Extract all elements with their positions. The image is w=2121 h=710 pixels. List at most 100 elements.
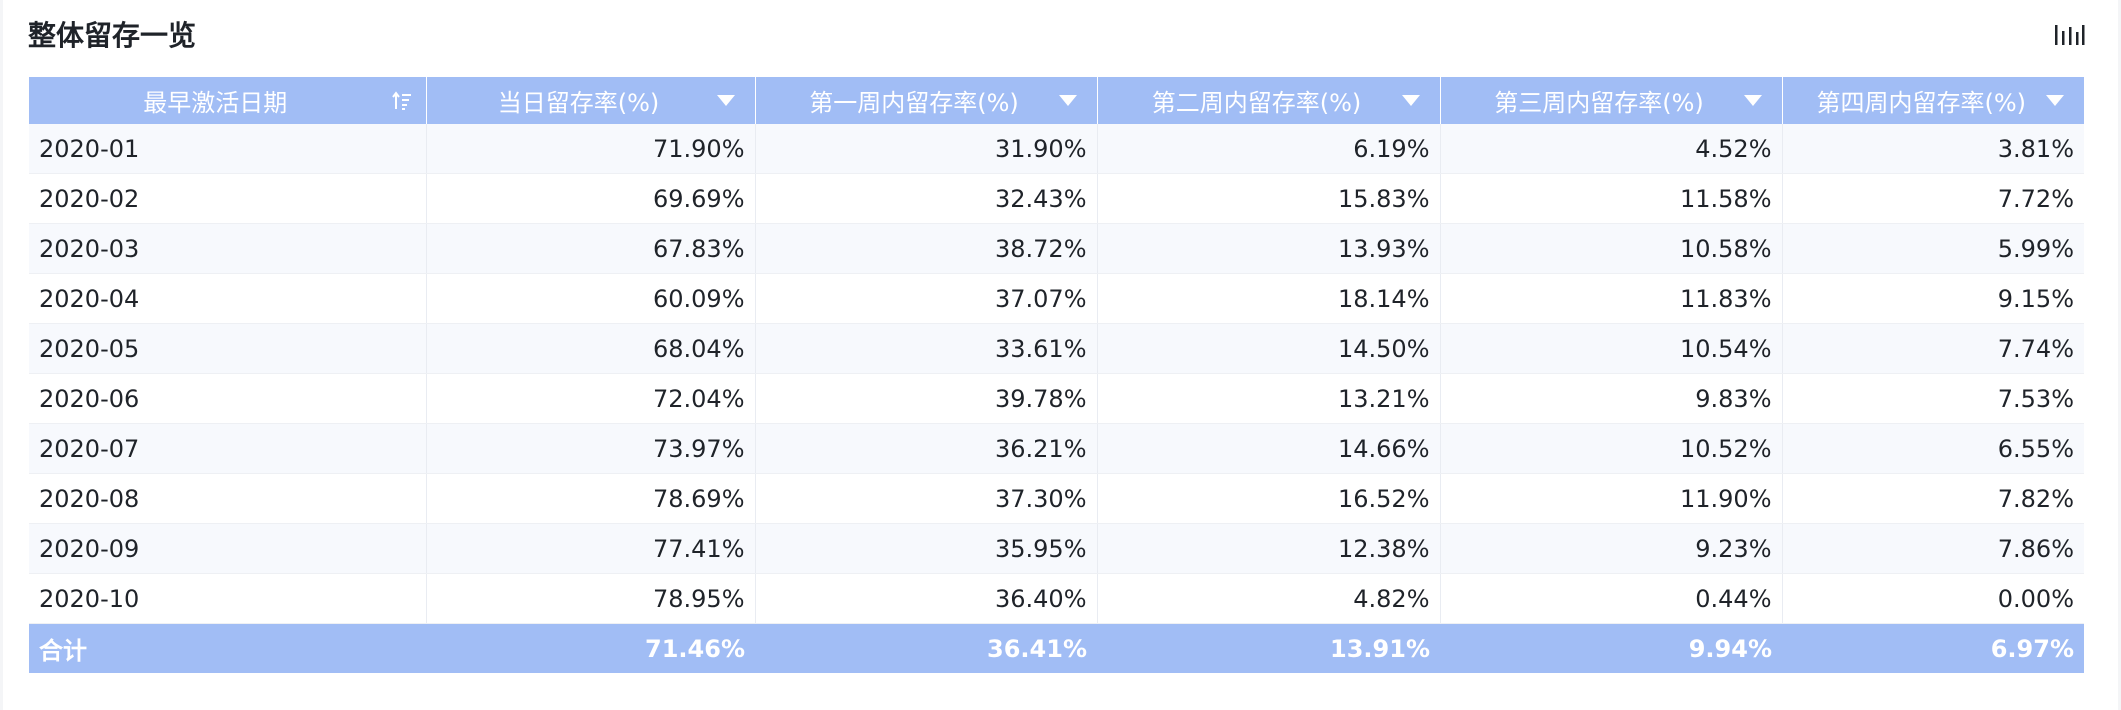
table-row: 2020-06 72.04% 39.78% 13.21% 9.83% 7.53% — [29, 373, 2084, 424]
table-row: 2020-09 77.41% 35.95% 12.38% 9.23% 7.86% — [29, 523, 2084, 574]
filter-dropdown-icon[interactable] — [1058, 95, 1077, 106]
cell-activation-date: 2020-06 — [29, 373, 427, 424]
column-header-week4-retention[interactable]: 第四周内留存率(%) — [1782, 77, 2084, 124]
cell-week2-retention: 12.38% — [1097, 523, 1441, 574]
cell-week1-retention: 37.30% — [755, 473, 1098, 524]
cell-week4-retention: 3.81% — [1782, 124, 2084, 174]
cell-week3-retention: 10.52% — [1440, 423, 1783, 474]
table-row: 2020-07 73.97% 36.21% 14.66% 10.52% 6.55… — [29, 423, 2084, 474]
cell-day0-retention: 72.04% — [426, 373, 756, 424]
bar-chart-icon[interactable] — [2053, 22, 2085, 48]
cell-activation-date: 2020-01 — [29, 124, 427, 174]
table-row: 2020-02 69.69% 32.43% 15.83% 11.58% 7.72… — [29, 173, 2084, 224]
cell-week1-retention: 37.07% — [755, 273, 1098, 324]
cell-activation-date: 2020-04 — [29, 273, 427, 324]
filter-dropdown-icon[interactable] — [2046, 95, 2064, 106]
cell-day0-retention: 77.41% — [426, 523, 756, 574]
table-header-row: 最早激活日期 当日留存率(%) 第一周内留存率(%) — [29, 77, 2084, 124]
cell-week4-retention: 6.55% — [1782, 423, 2084, 474]
cell-week2-retention: 4.82% — [1097, 573, 1441, 624]
cell-week3-retention: 9.23% — [1440, 523, 1783, 574]
cell-week1-retention: 36.40% — [755, 573, 1098, 624]
panel-title: 整体留存一览 — [28, 19, 197, 52]
column-header-label: 第一周内留存率(%) — [809, 89, 1019, 117]
cell-week1-retention: 35.95% — [755, 523, 1098, 574]
cell-week4-retention: 5.99% — [1782, 223, 2084, 274]
cell-week1-retention: 38.72% — [755, 223, 1098, 274]
cell-week1-retention: 33.61% — [755, 323, 1098, 374]
cell-week1-retention: 39.78% — [755, 373, 1098, 424]
table-row: 2020-10 78.95% 36.40% 4.82% 0.44% 0.00% — [29, 573, 2084, 624]
filter-dropdown-icon[interactable] — [1401, 95, 1420, 106]
column-header-label: 当日留存率(%) — [497, 89, 660, 117]
cell-week2-retention: 18.14% — [1097, 273, 1441, 324]
cell-week2-retention: 14.50% — [1097, 323, 1441, 374]
total-week4-retention: 6.97% — [1782, 623, 2084, 673]
cell-week3-retention: 11.58% — [1440, 173, 1783, 224]
column-header-week1-retention[interactable]: 第一周内留存率(%) — [755, 77, 1098, 124]
cell-week4-retention: 0.00% — [1782, 573, 2084, 624]
cell-week2-retention: 15.83% — [1097, 173, 1441, 224]
cell-week2-retention: 6.19% — [1097, 124, 1441, 174]
cell-day0-retention: 68.04% — [426, 323, 756, 374]
column-header-day0-retention[interactable]: 当日留存率(%) — [426, 77, 756, 124]
cell-week4-retention: 7.82% — [1782, 473, 2084, 524]
retention-panel: 整体留存一览 最早激活日期 — [3, 0, 2118, 710]
retention-table: 最早激活日期 当日留存率(%) 第一周内留存率(%) — [29, 77, 2084, 673]
column-header-label: 最早激活日期 — [143, 89, 288, 117]
column-header-week3-retention[interactable]: 第三周内留存率(%) — [1440, 77, 1783, 124]
cell-week2-retention: 13.93% — [1097, 223, 1441, 274]
cell-activation-date: 2020-02 — [29, 173, 427, 224]
cell-week3-retention: 10.54% — [1440, 323, 1783, 374]
table-total-row: 合计 71.46% 36.41% 13.91% 9.94% 6.97% — [29, 623, 2084, 673]
cell-activation-date: 2020-07 — [29, 423, 427, 474]
cell-week3-retention: 11.83% — [1440, 273, 1783, 324]
table-body: 2020-01 71.90% 31.90% 6.19% 4.52% 3.81% … — [29, 124, 2084, 624]
filter-dropdown-icon[interactable] — [1743, 95, 1762, 106]
cell-day0-retention: 73.97% — [426, 423, 756, 474]
filter-dropdown-icon[interactable] — [716, 95, 735, 106]
cell-week4-retention: 7.53% — [1782, 373, 2084, 424]
cell-week3-retention: 11.90% — [1440, 473, 1783, 524]
cell-week4-retention: 7.74% — [1782, 323, 2084, 374]
column-header-label: 第四周内留存率(%) — [1816, 89, 2027, 117]
cell-day0-retention: 71.90% — [426, 124, 756, 174]
cell-activation-date: 2020-08 — [29, 473, 427, 524]
cell-activation-date: 2020-05 — [29, 323, 427, 374]
cell-day0-retention: 60.09% — [426, 273, 756, 324]
sort-ascending-icon[interactable] — [391, 90, 412, 111]
cell-day0-retention: 78.69% — [426, 473, 756, 524]
column-header-activation-date[interactable]: 最早激活日期 — [29, 77, 427, 124]
total-week1-retention: 36.41% — [755, 623, 1097, 673]
cell-day0-retention: 69.69% — [426, 173, 756, 224]
cell-week4-retention: 7.86% — [1782, 523, 2084, 574]
cell-day0-retention: 78.95% — [426, 573, 756, 624]
column-header-label: 第三周内留存率(%) — [1494, 89, 1704, 117]
cell-week3-retention: 4.52% — [1440, 124, 1783, 174]
cell-week2-retention: 13.21% — [1097, 373, 1441, 424]
total-week3-retention: 9.94% — [1440, 623, 1782, 673]
total-week2-retention: 13.91% — [1097, 623, 1440, 673]
cell-day0-retention: 67.83% — [426, 223, 756, 274]
table-row: 2020-04 60.09% 37.07% 18.14% 11.83% 9.15… — [29, 273, 2084, 324]
cell-activation-date: 2020-09 — [29, 523, 427, 574]
cell-week4-retention: 9.15% — [1782, 273, 2084, 324]
table-row: 2020-01 71.90% 31.90% 6.19% 4.52% 3.81% — [29, 124, 2084, 174]
column-header-week2-retention[interactable]: 第二周内留存率(%) — [1097, 77, 1441, 124]
cell-week3-retention: 10.58% — [1440, 223, 1783, 274]
table-row: 2020-05 68.04% 33.61% 14.50% 10.54% 7.74… — [29, 323, 2084, 374]
cell-week2-retention: 14.66% — [1097, 423, 1441, 474]
total-day0-retention: 71.46% — [426, 623, 755, 673]
cell-week4-retention: 7.72% — [1782, 173, 2084, 224]
cell-activation-date: 2020-03 — [29, 223, 427, 274]
cell-week3-retention: 0.44% — [1440, 573, 1783, 624]
column-header-label: 第二周内留存率(%) — [1151, 89, 1362, 117]
cell-week2-retention: 16.52% — [1097, 473, 1441, 524]
total-label: 合计 — [29, 623, 426, 673]
cell-activation-date: 2020-10 — [29, 573, 427, 624]
cell-week1-retention: 36.21% — [755, 423, 1098, 474]
table-row: 2020-03 67.83% 38.72% 13.93% 10.58% 5.99… — [29, 223, 2084, 274]
cell-week3-retention: 9.83% — [1440, 373, 1783, 424]
cell-week1-retention: 31.90% — [755, 124, 1098, 174]
table-row: 2020-08 78.69% 37.30% 16.52% 11.90% 7.82… — [29, 473, 2084, 524]
